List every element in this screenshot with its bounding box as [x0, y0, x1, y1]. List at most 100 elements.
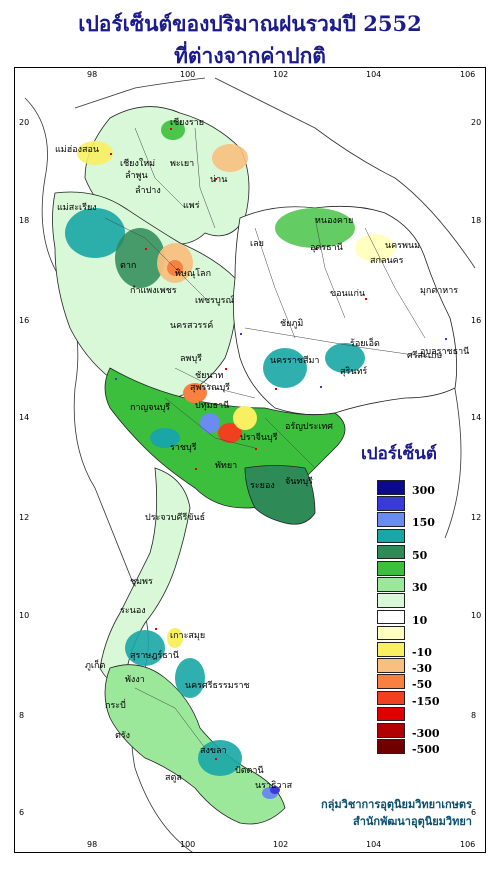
top-tick-label: 102: [273, 70, 289, 79]
legend-label: 300: [412, 484, 435, 497]
place-label: อรัญประเทศ: [285, 422, 334, 432]
legend-swatch: [377, 674, 405, 689]
place-label: เพชรบูรณ์: [195, 296, 234, 306]
place-label: ตรัง: [115, 731, 131, 741]
place-label: กำแพงเพชร: [130, 286, 177, 296]
left-tick-label: 6: [19, 808, 25, 817]
legend-label: -300: [412, 727, 440, 740]
right-tick-label: 6: [471, 808, 477, 817]
map-title-line2: ที่ต่างจากค่าปกติ: [174, 43, 326, 68]
place-label: เชียงใหม่: [120, 159, 156, 169]
place-label: ปทุมธานี: [195, 401, 230, 411]
place-label: ปราจีนบุรี: [240, 433, 278, 443]
left-tick-label: 12: [19, 513, 30, 522]
place-label: พังงา: [125, 675, 145, 685]
legend-swatch: [377, 690, 405, 706]
place-label: เชียงราย: [170, 118, 205, 128]
legend-swatch: [377, 658, 405, 673]
legend-label: 150: [412, 516, 435, 530]
place-label: ขอนแก่น: [330, 289, 366, 299]
place-label: ปัตตานี: [235, 766, 264, 776]
left-tick-label: 18: [19, 216, 30, 225]
bottom-tick-label: 102: [273, 840, 289, 849]
legend-swatch: [377, 480, 405, 495]
left-tick-label: 20: [19, 118, 30, 127]
place-label: นครศรีธรรมราช: [185, 681, 250, 691]
place-label: นครราชสีมา: [270, 356, 320, 366]
place-label: ประจวบคีรีขันธ์: [145, 513, 206, 523]
legend-swatch: [377, 561, 405, 576]
place-label: ลำปาง: [135, 186, 161, 196]
place-label: พิษณุโลก: [175, 269, 212, 279]
place-label: เลย: [250, 239, 264, 249]
credit-line2: สำนักพัฒนาอุตุนิยมวิทยา: [353, 815, 472, 828]
legend-swatch: [377, 528, 405, 544]
place-label: ศรีสะเกษ: [407, 351, 443, 361]
place-label: จันทบุรี: [285, 477, 313, 487]
place-label: อุดรธานี: [310, 243, 343, 253]
place-label: สงขลา: [200, 746, 227, 756]
place-label: ราชบุรี: [170, 443, 197, 453]
place-label: มุกดาหาร: [420, 286, 459, 296]
place-label: ชุมพร: [130, 577, 153, 587]
place-label: ลพบุรี: [180, 354, 202, 364]
legend-swatch: [377, 593, 405, 608]
bottom-tick-label: 104: [366, 840, 382, 849]
right-tick-label: 20: [471, 118, 482, 127]
left-tick-label: 16: [19, 316, 30, 325]
top-tick-label: 100: [180, 70, 196, 79]
map-frame: 98 100 102 104 106 98 100 102 104 106 20 18 16 14 12 10…: [14, 67, 486, 853]
place-label: กาญจนบุรี: [130, 403, 171, 413]
top-tick-label: 98: [87, 70, 98, 79]
place-label: พะเยา: [170, 159, 195, 169]
legend-label: 50: [412, 548, 428, 562]
place-label: กระบี่: [105, 701, 126, 711]
bottom-tick-label: 98: [87, 840, 98, 849]
legend-swatch: [377, 577, 405, 592]
place-label: อุบลราชธานี: [420, 347, 470, 357]
bottom-tick-label: 106: [460, 840, 476, 849]
legend-swatch: [377, 609, 405, 625]
place-label: นครสวรรค์: [170, 321, 214, 331]
top-tick-label: 106: [460, 70, 476, 79]
right-tick-label: 10: [471, 611, 482, 620]
right-tick-label: 12: [471, 513, 482, 522]
map-title-line1: เปอร์เซ็นต์ของปริมาณฝนรวมปี 2552: [78, 11, 422, 36]
province-lines: [104, 127, 436, 749]
place-label: สตูล: [165, 773, 182, 783]
place-label: เกาะสมุย: [170, 631, 206, 641]
legend-label: -30: [412, 662, 432, 676]
legend-swatch: [377, 723, 405, 738]
place-label: แพร่: [183, 201, 200, 211]
right-tick-label: 16: [471, 316, 482, 325]
place-label: แม่สะเรียง: [57, 203, 97, 213]
legend-label: -50: [412, 678, 432, 692]
place-label: สุพรรณบุรี: [190, 383, 230, 393]
place-label: ลำพูน: [125, 171, 148, 181]
place-label: พัทยา: [215, 461, 238, 471]
legend-swatch: [377, 625, 405, 641]
legend-swatch: [377, 642, 405, 657]
legend-label: -500: [412, 743, 440, 757]
place-label: สกลนคร: [370, 256, 404, 266]
right-tick-label: 8: [471, 711, 477, 720]
thailand-map: [24, 77, 476, 852]
legend-label: 30: [412, 581, 428, 595]
legend-label: -150: [412, 694, 440, 708]
place-label: ชัยนาท: [195, 371, 224, 381]
place-label: ระยอง: [250, 481, 275, 491]
place-label: แม่ฮ่องสอน: [55, 145, 100, 155]
credit-line1: กลุ่มวิชาการอุตุนิยมวิทยาเกษตร: [321, 798, 472, 811]
station-markers: [110, 128, 367, 760]
legend-title: เปอร์เซ็นต์: [361, 444, 437, 464]
station-markers-blue: [115, 333, 447, 388]
left-tick-label: 10: [19, 611, 30, 620]
place-label: นราธิวาส: [255, 781, 293, 791]
place-label: ตาก: [120, 261, 137, 271]
left-tick-label: 8: [19, 711, 25, 720]
place-label: ร้อยเอ็ด: [350, 339, 380, 349]
place-label: ระนอง: [120, 606, 146, 616]
legend-label: -10: [412, 646, 432, 659]
place-label: สุรินทร์: [340, 367, 368, 377]
place-label: ภูเก็ต: [85, 661, 106, 671]
